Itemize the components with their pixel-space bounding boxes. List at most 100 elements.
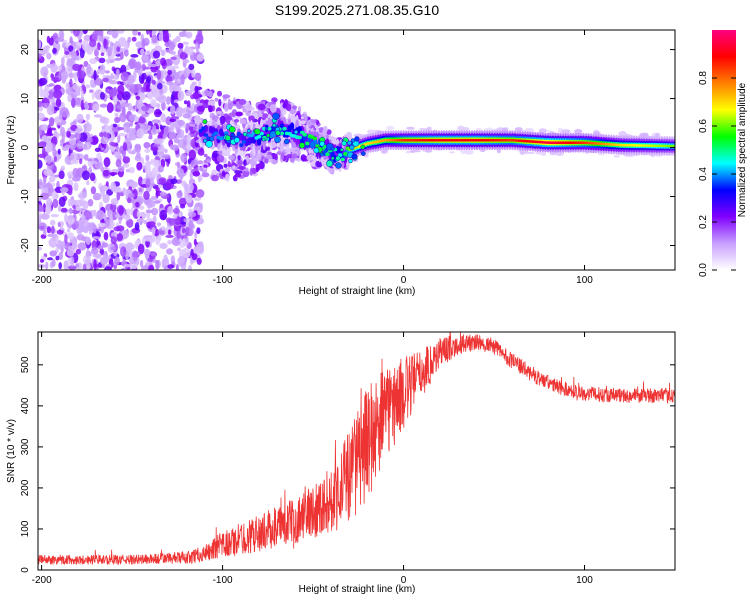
spectrogram-cell [144,164,151,175]
spectrogram-cell [177,42,184,49]
spectrogram-ridge-cell [319,141,325,147]
spectrogram-cell [86,248,90,259]
spectrogram-cell [169,120,175,132]
spectrogram-cell [158,184,162,189]
spectrogram-cell [58,30,65,41]
spectrogram-cell [38,53,42,59]
spectrogram-cell [156,146,166,154]
spectrogram-cell [128,114,136,122]
spectrogram-cell [146,161,152,165]
spectrogram-cell [257,103,266,111]
x-tick-label: -200 [32,575,52,586]
spectrogram-cell [191,69,196,78]
spectrogram-ridge-cell [203,124,209,133]
spectrogram-ridge-cell [213,131,219,136]
spectrogram-cell [193,197,202,201]
spectrogram-cell [561,129,571,134]
spectrogram-cell [125,168,131,173]
spectrogram-cell [181,108,186,114]
colorbar-gradient [712,30,736,270]
spectrogram-cell [93,259,97,270]
spectrogram-cell [70,143,74,151]
spectrogram-cell [119,112,127,123]
y-tick-label: 0 [20,567,31,573]
spectrogram-cell [165,234,174,238]
spectrogram-cell [72,63,81,72]
spectrogram-cell [188,149,197,161]
spectrogram-ridge-cell [224,131,229,135]
spectrogram-cell [122,142,128,152]
colorbar-ticks: 0.0 0.2 0.4 0.6 0.8 [698,71,736,277]
y-tick-label: 300 [20,438,31,455]
spectrogram-cell [99,132,104,138]
spectrogram-cell [186,134,192,145]
spectrogram-cell [49,250,57,257]
spectrogram-cell [110,181,117,192]
spectrogram-cell [167,264,175,269]
spectrogram-cell [38,159,43,169]
spectrogram-cell [81,84,86,90]
spectrogram-cell [64,155,72,165]
spectrogram-cell [52,47,57,54]
spectrogram-cell [178,197,187,206]
spectrogram-cell [76,140,84,150]
spectrogram-cell [159,87,164,96]
spectrogram-ridge-cell [293,129,299,135]
spectrogram-cell [58,196,66,207]
spectrogram-cell [71,97,76,108]
spectrogram-ridge-cell [228,126,236,133]
spectrogram-cell [91,236,101,240]
spectrogram-cell [242,170,250,178]
spectrogram-cell [223,163,228,168]
spectrogram-cell [207,90,213,98]
spectrogram-cell [120,71,129,82]
spectrogram-cell [67,245,77,250]
spectrogram-cell [233,119,240,123]
spectrogram-cell [162,133,166,140]
spectrogram-cell [81,39,89,51]
spectrogram-cell [89,39,97,48]
spectrogram-cell [177,168,185,179]
colorbar-label: Normalized spectral amplitude [737,82,748,217]
spectrogram-cell [96,68,101,75]
spectrogram-cell [112,123,118,128]
spectrogram-cell [162,154,171,160]
spectrogram-cell [87,199,94,207]
spectrogram-cell [188,220,194,230]
spectrogram-cell [114,57,122,61]
spectrogram-cell [180,255,185,263]
spectrogram-cell [144,50,151,56]
spectrogram-cell [136,161,143,171]
spectrogram-cell [129,181,139,189]
spectrogram-cell [93,78,103,86]
spectrogram-cell [76,234,85,241]
spectrogram-ridge-cell [261,137,266,142]
spectrogram-cell [82,143,90,151]
spectrogram-cell [187,211,197,218]
spectrogram-cell [104,70,110,74]
spectrogram-cell [182,113,191,119]
spectrogram-cell [61,57,65,65]
spectrogram-cell [151,207,159,216]
spectrogram-cell [415,149,421,152]
spectrogram-cell [99,36,104,42]
spectrogram-ridge-cell [289,122,295,130]
spectrogram-cell [61,133,65,144]
spectrogram-cell [126,208,131,216]
spectrogram-cell [102,193,110,204]
spectrogram-cell [79,47,85,59]
spectrogram-cell [117,127,124,131]
spectrogram-cell [46,206,51,216]
spectrogram-cell [123,49,129,57]
spectrogram-ridge-cell [224,135,231,141]
spectrogram-cell [280,143,285,152]
spectrogram-cell [168,175,173,179]
spectrogram-cell [177,247,181,252]
spectrogram-cell [118,205,124,216]
spectrogram-ridge-cell [319,152,324,157]
spectrogram-cell [191,253,198,261]
spectrogram-cell [574,128,583,135]
spectrogram-cell [462,127,470,131]
spectrogram-cell [51,76,60,82]
spectrogram-cell [38,40,42,49]
